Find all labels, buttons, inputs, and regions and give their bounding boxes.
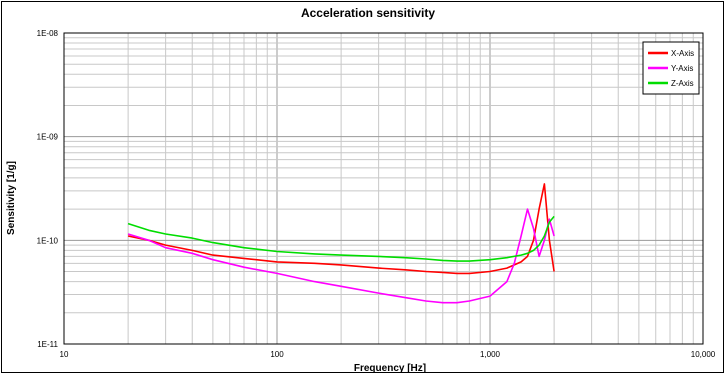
y-axis-title: Sensitivity [1/g] bbox=[6, 161, 17, 235]
y-tick-label: 1E-11 bbox=[37, 340, 58, 349]
series-line-z-axis bbox=[127, 215, 555, 262]
legend-label: X-Axis bbox=[671, 49, 694, 58]
y-tick-label: 1E-08 bbox=[37, 29, 59, 38]
y-tick-label: 1E-10 bbox=[37, 236, 59, 245]
series-line-y-axis bbox=[127, 208, 555, 304]
x-tick-label: 10,000 bbox=[691, 350, 716, 359]
x-tick-label: 100 bbox=[270, 350, 284, 359]
grid-layer bbox=[63, 33, 703, 345]
tick-layer: 10 100 1,000 10,000 1E-11 1E-10 1E-09 1E-08 bbox=[37, 29, 716, 359]
legend-label: Z-Axis bbox=[671, 79, 694, 88]
series-layer bbox=[127, 183, 555, 304]
x-tick-label: 1,000 bbox=[480, 350, 501, 359]
x-axis-title: Frequency [Hz] bbox=[354, 363, 426, 374]
legend: X-Axis Y-Axis Z-Axis bbox=[642, 41, 700, 95]
x-tick-label: 10 bbox=[60, 350, 69, 359]
chart-title: Acceleration sensitivity bbox=[301, 6, 435, 20]
y-tick-label: 1E-09 bbox=[37, 133, 59, 142]
plot-area bbox=[63, 32, 704, 345]
legend-label: Y-Axis bbox=[671, 64, 693, 73]
